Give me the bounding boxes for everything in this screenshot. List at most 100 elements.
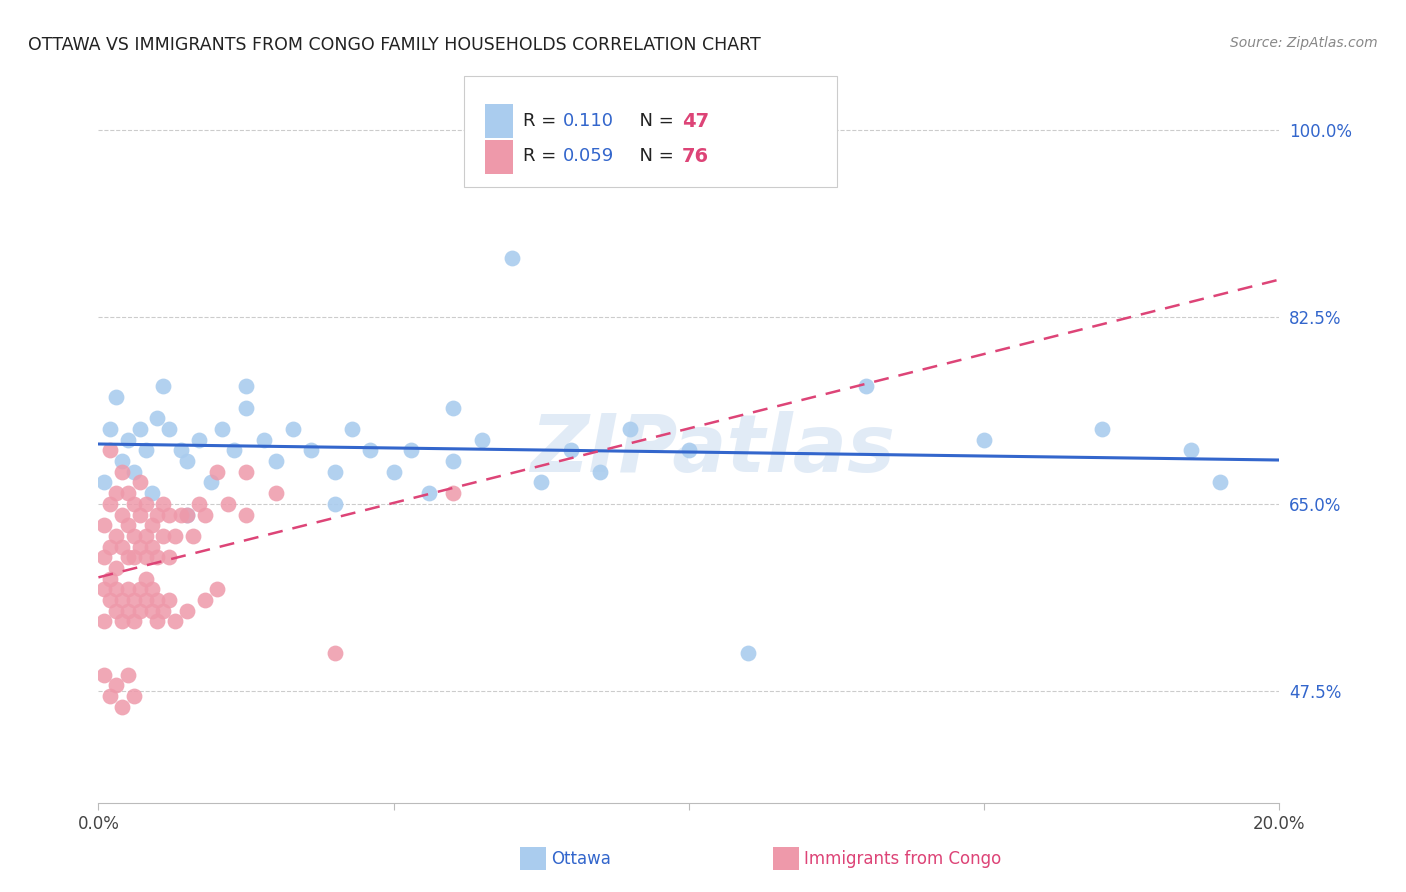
Text: Ottawa: Ottawa [551, 850, 612, 868]
Point [146, 411, 169, 425]
Point [737, 646, 759, 660]
Point [235, 379, 257, 393]
Point [855, 379, 877, 393]
Text: ZIPatlas: ZIPatlas [530, 411, 896, 490]
Text: R =: R = [523, 147, 562, 165]
Point [253, 433, 276, 447]
Point [122, 497, 145, 511]
Point [194, 593, 217, 607]
Point [152, 604, 174, 618]
Point [117, 486, 139, 500]
Point [135, 550, 157, 565]
Point [93, 615, 115, 629]
Text: 0.059: 0.059 [562, 147, 613, 165]
Point [157, 422, 180, 436]
Point [181, 529, 204, 543]
Point [283, 422, 305, 436]
Point [122, 550, 145, 565]
Point [359, 443, 381, 458]
Point [157, 593, 180, 607]
Point [105, 486, 128, 500]
Point [146, 508, 169, 522]
Point [111, 508, 134, 522]
Point [122, 689, 145, 703]
Point [93, 582, 115, 597]
Point [117, 518, 139, 533]
Point [111, 454, 134, 468]
Point [560, 443, 582, 458]
Point [152, 497, 174, 511]
Point [128, 422, 150, 436]
Point [128, 475, 150, 490]
Point [105, 561, 128, 575]
Point [187, 433, 209, 447]
Text: 47: 47 [682, 112, 709, 131]
Point [117, 433, 139, 447]
Point [1180, 443, 1202, 458]
Point [235, 401, 257, 415]
Point [122, 615, 145, 629]
Point [441, 454, 464, 468]
Point [165, 529, 187, 543]
Point [135, 593, 157, 607]
Point [135, 529, 157, 543]
Point [141, 486, 163, 500]
Text: R =: R = [523, 112, 568, 130]
Point [530, 475, 553, 490]
Point [146, 593, 169, 607]
Point [128, 604, 150, 618]
Point [93, 475, 115, 490]
Point [471, 433, 494, 447]
Point [117, 550, 139, 565]
Point [105, 678, 128, 692]
Point [146, 615, 169, 629]
Point [105, 604, 128, 618]
Point [141, 540, 163, 554]
Point [418, 486, 440, 500]
Point [323, 465, 346, 479]
Text: N =: N = [628, 147, 681, 165]
Point [165, 615, 187, 629]
Point [135, 443, 157, 458]
Point [93, 667, 115, 681]
Point [98, 689, 121, 703]
Point [619, 422, 641, 436]
Point [264, 486, 287, 500]
Point [235, 508, 257, 522]
Text: OTTAWA VS IMMIGRANTS FROM CONGO FAMILY HOUSEHOLDS CORRELATION CHART: OTTAWA VS IMMIGRANTS FROM CONGO FAMILY H… [28, 36, 761, 54]
Text: 76: 76 [682, 146, 709, 166]
Point [299, 443, 322, 458]
Point [205, 465, 228, 479]
Text: N =: N = [628, 112, 681, 130]
Point [111, 699, 134, 714]
Point [152, 529, 174, 543]
Point [176, 508, 198, 522]
Point [441, 486, 464, 500]
Point [589, 465, 612, 479]
Point [323, 497, 346, 511]
Point [382, 465, 405, 479]
Point [128, 540, 150, 554]
Point [194, 508, 217, 522]
Point [105, 582, 128, 597]
Point [98, 497, 121, 511]
Point [128, 508, 150, 522]
Point [441, 401, 464, 415]
Point [98, 540, 121, 554]
Point [170, 508, 193, 522]
Point [105, 390, 128, 404]
Point [170, 443, 193, 458]
Point [141, 518, 163, 533]
Point [135, 572, 157, 586]
Point [1091, 422, 1114, 436]
Point [98, 422, 121, 436]
Text: Immigrants from Congo: Immigrants from Congo [804, 850, 1001, 868]
Point [157, 550, 180, 565]
Point [122, 465, 145, 479]
Point [111, 615, 134, 629]
Point [117, 604, 139, 618]
Point [187, 497, 209, 511]
Point [1209, 475, 1232, 490]
Point [122, 529, 145, 543]
Point [678, 443, 700, 458]
